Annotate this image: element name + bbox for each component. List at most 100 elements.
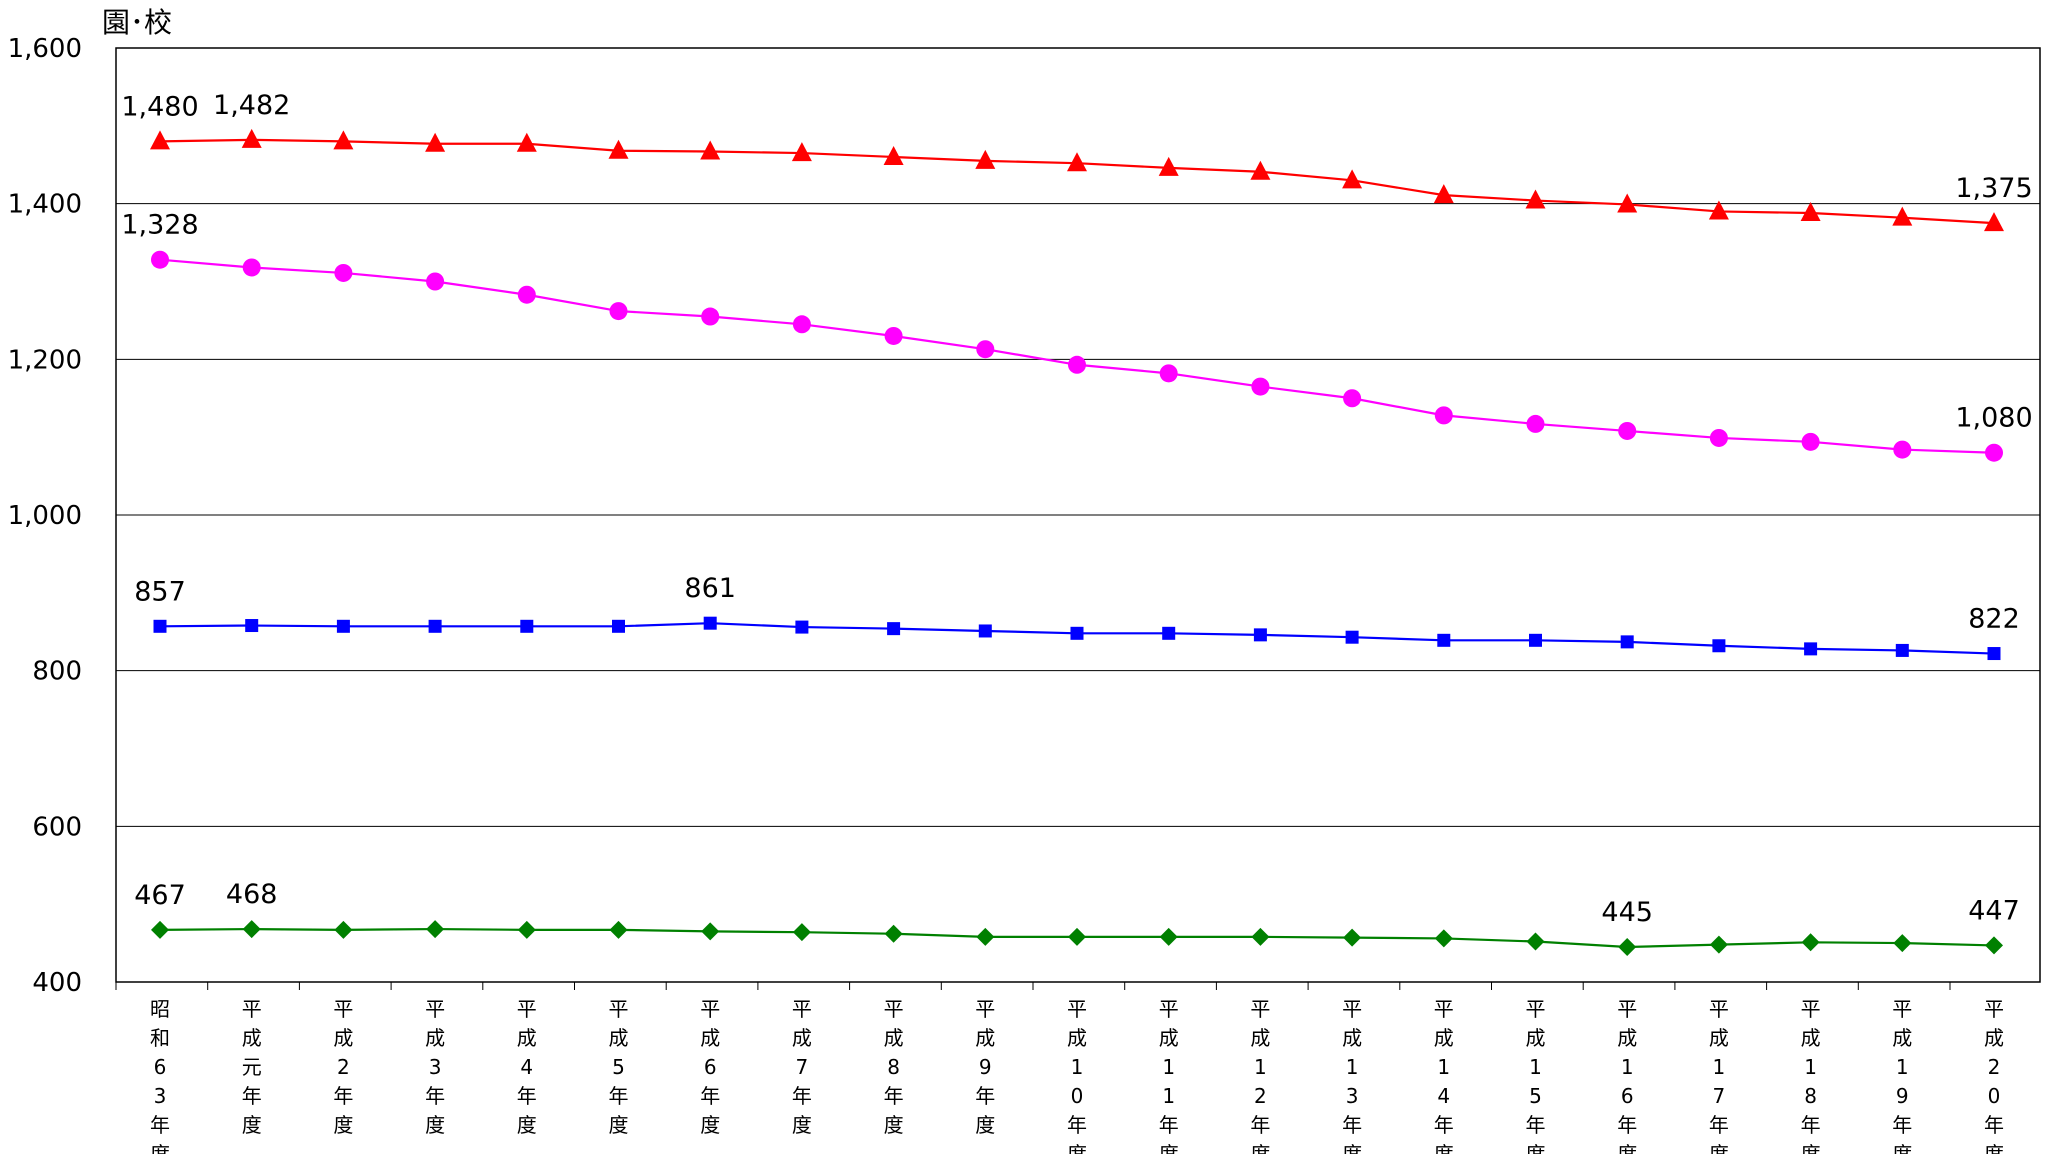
data-point <box>428 619 442 633</box>
data-point <box>609 302 628 321</box>
data-point <box>701 922 720 941</box>
data-point <box>1159 927 1178 946</box>
data-point <box>884 924 903 943</box>
data-label: 445 <box>1601 897 1653 928</box>
data-point <box>334 263 353 282</box>
data-point <box>1251 927 1270 946</box>
series-0: 1,480 1,482 1,375 <box>121 90 2033 232</box>
x-tick-label: 昭和 6 3 年度 <box>150 997 170 1154</box>
plot-area <box>115 47 2041 983</box>
data-point <box>887 622 901 636</box>
data-point <box>978 624 992 638</box>
y-tick-label: 1,200 <box>8 345 82 375</box>
data-point <box>242 920 261 939</box>
x-tick-label: 平成 9 年度 <box>975 997 995 1137</box>
x-tick-label: 平成 1 7 年度 <box>1709 997 1729 1154</box>
data-point <box>1709 935 1728 954</box>
data-point <box>242 258 261 277</box>
data-point <box>333 130 354 150</box>
data-point <box>426 920 445 939</box>
data-point <box>241 128 262 148</box>
data-point <box>153 619 167 633</box>
x-tick-label: 平成 2 年度 <box>333 997 353 1137</box>
data-point <box>701 307 720 326</box>
data-point <box>795 620 809 634</box>
data-point <box>1618 421 1637 440</box>
data-label: 1,328 <box>121 210 198 241</box>
data-point <box>426 272 445 291</box>
x-axis-ticks: 昭和 6 3 年度 平成元年度 平成 2 年度 平成 3 年度 平成 4 年度 平成 5 年度 平成 6 年度 平成 7 年… <box>115 982 2004 1154</box>
data-point <box>1251 377 1270 396</box>
y-tick-label: 600 <box>32 812 82 842</box>
data-point <box>520 619 534 633</box>
x-tick-label: 平成 1 4 年度 <box>1434 997 1454 1154</box>
y-tick-label: 1,000 <box>8 501 82 531</box>
data-label: 1,375 <box>1955 173 2032 204</box>
data-point <box>150 130 170 150</box>
data-point <box>1162 626 1176 640</box>
data-point <box>1893 934 1912 953</box>
data-point <box>975 149 996 169</box>
x-tick-label: 平成 1 8 年度 <box>1801 997 1821 1154</box>
data-point <box>425 132 446 152</box>
data-point <box>1343 389 1362 408</box>
data-label: 1,080 <box>1955 403 2032 434</box>
data-point <box>1068 927 1086 946</box>
data-point <box>1895 643 1909 657</box>
data-point <box>1345 630 1359 644</box>
x-tick-label: 平成 1 0 年度 <box>1067 997 1087 1154</box>
x-tick-label: 平成 1 5 年度 <box>1526 997 1546 1154</box>
data-point <box>1620 635 1634 649</box>
y-axis-unit-label: 園･校 <box>102 6 172 39</box>
data-point <box>1618 937 1637 956</box>
data-point <box>1801 432 1820 451</box>
data-point <box>883 145 904 165</box>
data-label: 1,480 <box>121 91 198 122</box>
data-point <box>1800 202 1821 222</box>
data-point <box>1434 929 1453 948</box>
x-tick-label: 平成 1 1 年度 <box>1159 997 1179 1154</box>
data-point <box>609 920 628 939</box>
data-point <box>1708 200 1729 220</box>
data-point <box>1985 936 2003 955</box>
data-point <box>334 920 353 939</box>
data-point <box>1801 933 1820 952</box>
data-point <box>1526 414 1545 433</box>
data-point <box>151 920 169 939</box>
data-point <box>1250 160 1271 180</box>
data-label: 822 <box>1968 604 2020 635</box>
y-tick-label: 1,400 <box>8 190 82 220</box>
data-label: 467 <box>134 880 186 911</box>
data-point <box>1253 628 1267 642</box>
data-point <box>1434 406 1453 425</box>
data-point <box>516 132 537 152</box>
data-label: 857 <box>134 576 186 607</box>
x-tick-label: 平成 1 2 年度 <box>1250 997 1270 1154</box>
y-tick-label: 800 <box>32 657 82 687</box>
data-point <box>1709 428 1728 447</box>
data-point <box>1893 440 1912 459</box>
data-point <box>1068 355 1086 374</box>
x-tick-label: 平成 1 6 年度 <box>1617 997 1637 1154</box>
data-point <box>703 616 717 630</box>
data-label: 861 <box>684 573 736 604</box>
data-point <box>1070 626 1084 640</box>
data-point <box>1987 647 2001 661</box>
x-tick-label: 平成 1 3 年度 <box>1342 997 1362 1154</box>
data-point <box>245 619 259 633</box>
data-point <box>1617 193 1638 213</box>
data-point <box>517 920 536 939</box>
x-tick-label: 平成 2 0 年度 <box>1984 997 2004 1154</box>
data-point <box>1437 633 1451 647</box>
data-point <box>517 285 536 304</box>
data-point <box>1342 169 1363 189</box>
data-point <box>1804 642 1818 656</box>
data-point <box>791 142 812 162</box>
y-tick-label: 400 <box>32 968 82 998</box>
data-point <box>151 250 169 269</box>
x-tick-label: 平成 8 年度 <box>884 997 904 1137</box>
data-point <box>1158 156 1179 176</box>
data-label: 447 <box>1968 895 2020 926</box>
data-point <box>1433 184 1454 204</box>
